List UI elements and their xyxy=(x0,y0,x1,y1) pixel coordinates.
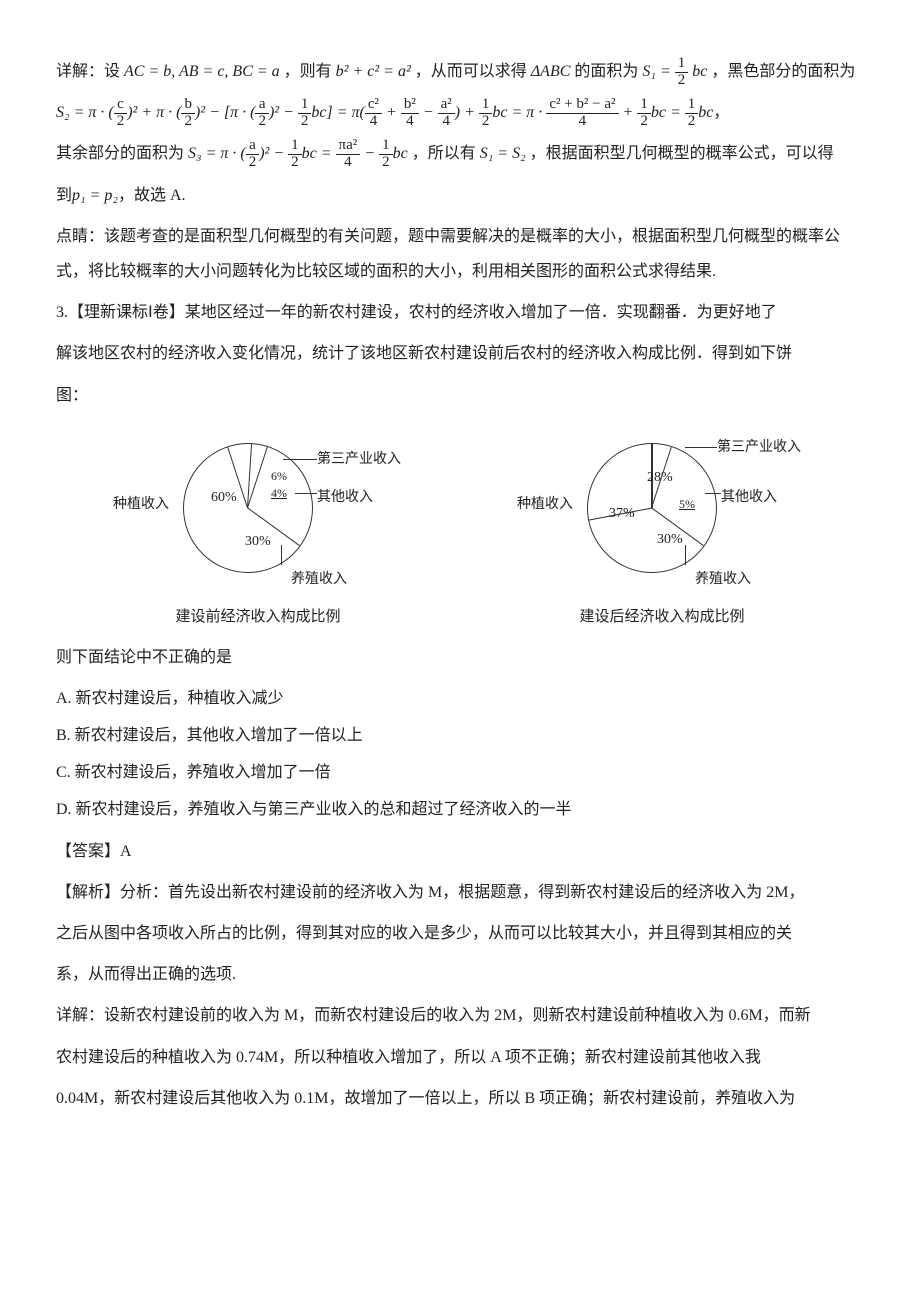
comment-text: 该题考查的是面积型几何概型的有关问题，题中需要解决的是概率的大小，根据面积型几何… xyxy=(56,228,840,280)
solution-line-4: 到p₁ = p₂，故选 A. xyxy=(56,178,864,213)
analysis-1: 【解析】分析：首先设出新农村建设前的经济收入为 M，根据题意，得到新农村建设后的… xyxy=(56,875,864,910)
q3-stem-1: 3.【理新课标Ⅰ卷】某地区经过一年的新农村建设，农村的经济收入增加了一倍．实现翻… xyxy=(56,295,864,330)
label-plant: 种植收入 xyxy=(517,490,573,521)
pie-after: 种植收入 37% 第三产业收入 28% 其他收入 5% 养殖收入 30% 建设后… xyxy=(557,425,767,634)
solution-line-3: 其余部分的面积为 S₃ = π · (a2)² − 12bc = πa²4 − … xyxy=(56,136,864,171)
pie-before: 种植收入 60% 第三产业收入 6% 其他收入 4% 养殖收入 30% 建设前经… xyxy=(153,425,363,634)
pyth: b² + c² = a² xyxy=(336,63,411,80)
text: ，则有 xyxy=(284,63,332,80)
label-breed: 养殖收入 xyxy=(291,565,347,596)
text: 的面积为 xyxy=(574,63,638,80)
pct-other: 4% xyxy=(271,480,287,506)
pie-charts: 种植收入 60% 第三产业收入 6% 其他收入 4% 养殖收入 30% 建设前经… xyxy=(56,425,864,634)
q3-stem-3: 图： xyxy=(56,378,864,413)
option-b: B. 新农村建设后，其他收入增加了一倍以上 xyxy=(56,718,864,753)
option-d: D. 新农村建设后，养殖收入与第三产业收入的总和超过了经济收入的一半 xyxy=(56,792,864,827)
bc: bc xyxy=(692,63,707,80)
frac-half: 12 xyxy=(675,56,689,89)
analysis-3: 系，从而得出正确的选项. xyxy=(56,957,864,992)
label-plant: 种植收入 xyxy=(113,490,169,521)
label-third: 第三产业收入 xyxy=(717,433,801,464)
frac: c2 xyxy=(114,97,128,130)
option-c: C. 新农村建设后，养殖收入增加了一倍 xyxy=(56,755,864,790)
answer-label: 【答案】 xyxy=(56,843,120,860)
pct-breed: 30% xyxy=(657,525,683,556)
text: ，从而可以求得 xyxy=(415,63,527,80)
comment: 点睛：该题考查的是面积型几何概型的有关问题，题中需要解决的是概率的大小，根据面积… xyxy=(56,219,864,289)
label-other: 其他收入 xyxy=(721,483,777,514)
caption-after: 建设后经济收入构成比例 xyxy=(557,601,767,634)
option-a: A. 新农村建设后，种植收入减少 xyxy=(56,681,864,716)
pct-other: 5% xyxy=(679,491,695,517)
pct-plant: 60% xyxy=(211,483,237,514)
q3-stem-2: 解该地区农村的经济收入变化情况，统计了该地区新农村建设前后农村的经济收入构成比例… xyxy=(56,336,864,371)
vars: AC = b, AB = c, BC = a xyxy=(124,63,280,80)
q3-post-stem: 则下面结论中不正确的是 xyxy=(56,640,864,675)
detail-3: 0.04M，新农村建设后其他收入为 0.1M，故增加了一倍以上，所以 B 项正确… xyxy=(56,1081,864,1116)
solution-line-2: S₂ = π · (c2)² + π · (b2)² − [π · (a2)² … xyxy=(56,95,864,130)
analysis-2: 之后从图中各项收入所占的比例，得到其对应的收入是多少，从而可以比较其大小，并且得… xyxy=(56,916,864,951)
pct-plant: 37% xyxy=(609,499,635,530)
label-third: 第三产业收入 xyxy=(317,445,401,476)
caption-before: 建设前经济收入构成比例 xyxy=(153,601,363,634)
s1-label: S₁ = xyxy=(642,63,670,80)
answer: 【答案】A xyxy=(56,834,864,869)
label-other: 其他收入 xyxy=(317,483,373,514)
answer-value: A xyxy=(120,843,132,860)
text: 详解：设 xyxy=(56,63,120,80)
label-breed: 养殖收入 xyxy=(695,565,751,596)
s2: S₂ = π · ( xyxy=(56,104,114,121)
detail-2: 农村建设后的种植收入为 0.74M，所以种植收入增加了，所以 A 项不正确；新农… xyxy=(56,1040,864,1075)
solution-line-1: 详解：设 AC = b, AB = c, BC = a ，则有 b² + c² … xyxy=(56,54,864,89)
analysis-label: 【解析】 xyxy=(56,884,120,901)
text: ，黑色部分的面积为 xyxy=(711,63,855,80)
pct-breed: 30% xyxy=(245,527,271,558)
detail-1: 详解：设新农村建设前的收入为 M，而新农村建设后的收入为 2M，则新农村建设前种… xyxy=(56,998,864,1033)
tri: ΔABC xyxy=(531,63,571,80)
pct-third: 28% xyxy=(647,463,673,494)
comment-label: 点睛： xyxy=(56,228,104,245)
